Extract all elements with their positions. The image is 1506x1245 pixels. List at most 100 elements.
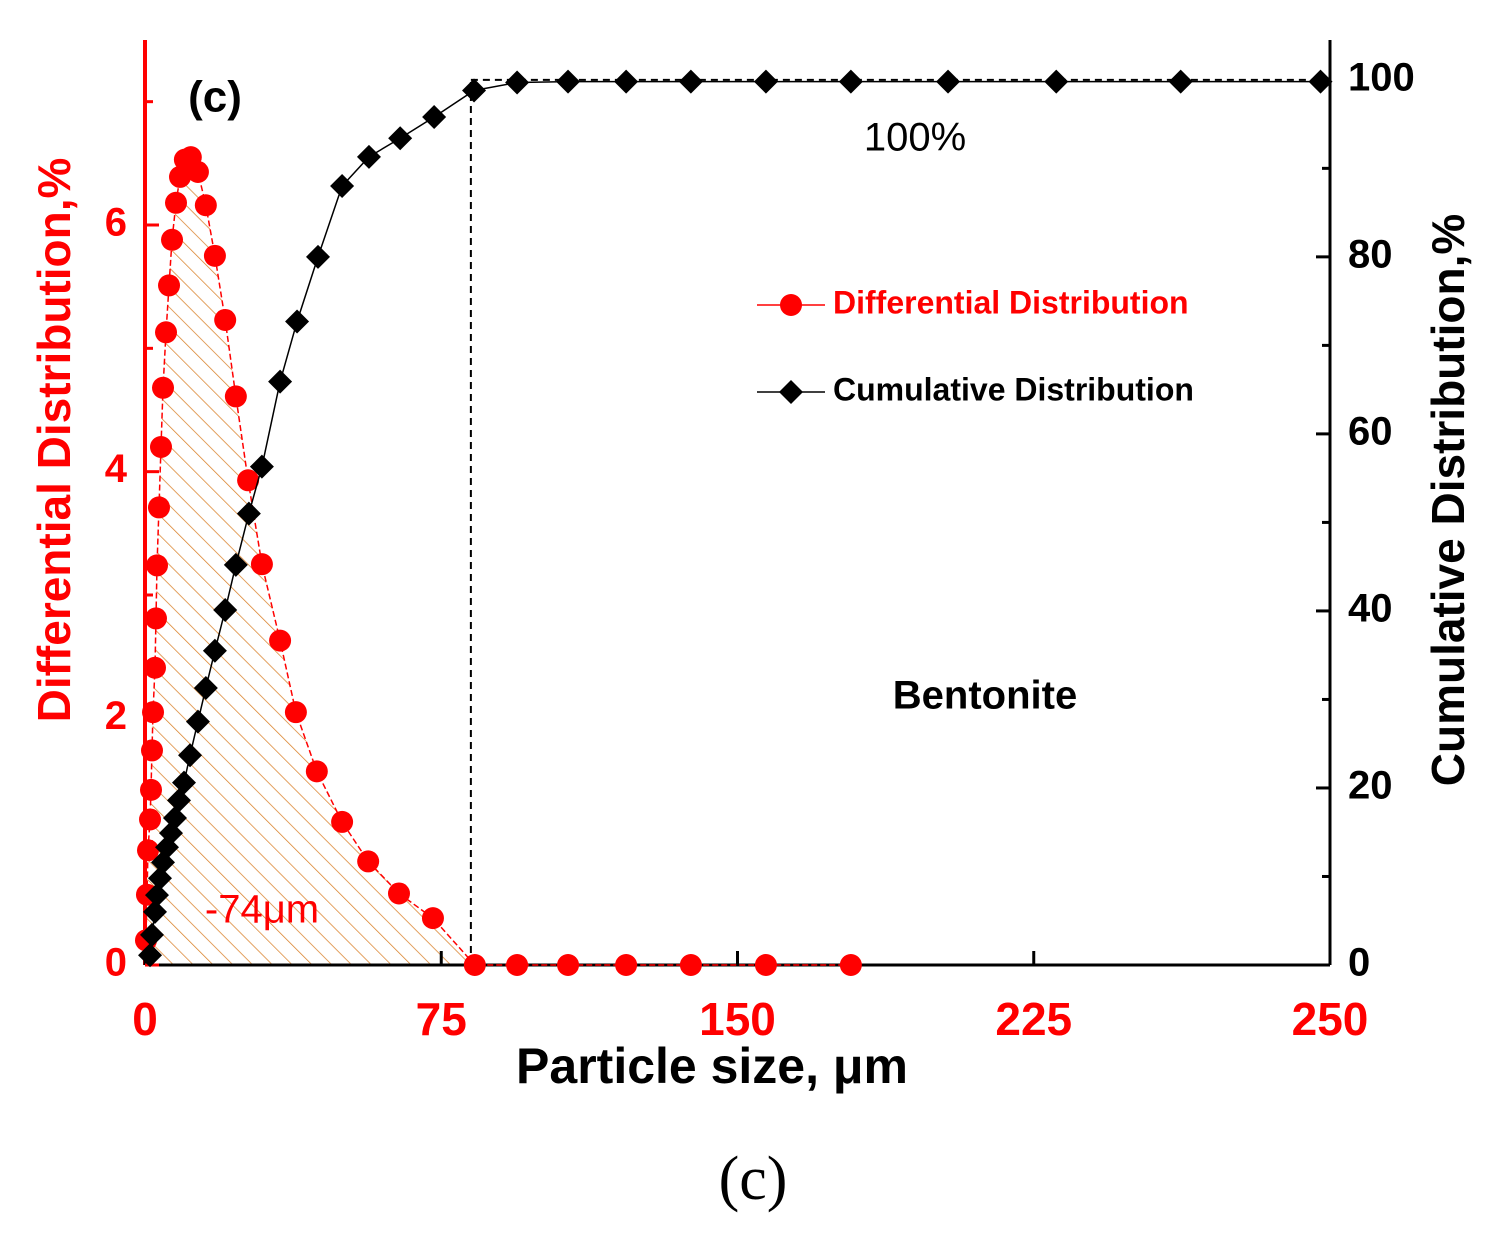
point <box>224 385 247 408</box>
point <box>839 954 862 976</box>
x-tick-label: 75 <box>416 993 467 1045</box>
y2-tick-label: 20 <box>1348 764 1393 808</box>
point <box>236 501 261 526</box>
point <box>387 882 410 905</box>
point <box>679 954 702 976</box>
point <box>171 770 196 795</box>
point <box>178 743 203 768</box>
point <box>144 607 167 630</box>
x-tick-label: 150 <box>699 993 776 1045</box>
legend-marker <box>780 294 802 316</box>
point <box>356 144 381 169</box>
y2-tick-label: 80 <box>1348 232 1393 276</box>
point <box>203 244 226 267</box>
point <box>614 69 639 94</box>
point <box>331 810 354 833</box>
y-tick-label: 2 <box>105 694 127 738</box>
point <box>268 369 293 394</box>
point <box>678 69 703 94</box>
point <box>285 309 310 334</box>
point <box>143 656 166 679</box>
x-tick-label: 225 <box>995 993 1072 1045</box>
point <box>357 850 380 873</box>
point <box>1308 69 1333 94</box>
point <box>753 69 778 94</box>
point <box>422 105 447 130</box>
point <box>250 553 273 576</box>
y2-tick-label: 60 <box>1348 409 1393 453</box>
point <box>936 69 961 94</box>
point <box>167 788 192 813</box>
point <box>1044 69 1069 94</box>
annotation: Bentonite <box>893 674 1077 718</box>
point <box>223 552 248 577</box>
point <box>214 308 237 331</box>
point <box>249 454 274 479</box>
point <box>556 69 581 94</box>
point <box>139 808 162 831</box>
y2-tick-label: 40 <box>1348 586 1393 630</box>
annotation: 100% <box>864 116 966 160</box>
point <box>142 701 165 724</box>
point <box>202 638 227 663</box>
point <box>213 598 238 623</box>
point <box>463 954 486 976</box>
legend-label: Cumulative Distribution <box>833 371 1194 407</box>
point <box>185 709 210 734</box>
point <box>140 778 163 801</box>
legend-marker <box>779 380 803 404</box>
point <box>237 469 260 492</box>
point <box>505 70 530 95</box>
x-tick-label: 0 <box>132 993 158 1045</box>
y2-tick-label: 100 <box>1348 55 1415 99</box>
y-tick-label: 0 <box>105 941 127 985</box>
point <box>305 760 328 783</box>
point <box>162 806 187 831</box>
point <box>306 244 331 269</box>
point <box>269 629 292 652</box>
x-axis-label: Particle size, μm <box>516 1038 908 1094</box>
point <box>148 866 173 891</box>
point <box>142 899 167 924</box>
point <box>138 943 163 968</box>
point <box>186 160 209 183</box>
panel-label: (c) <box>188 73 242 122</box>
point <box>421 907 444 930</box>
point <box>149 436 172 458</box>
point <box>615 954 638 976</box>
point <box>137 839 160 862</box>
point <box>155 321 178 344</box>
point <box>506 954 529 976</box>
point <box>168 165 191 188</box>
point <box>140 739 163 762</box>
point <box>1168 69 1193 94</box>
point <box>165 191 188 214</box>
point <box>139 922 164 947</box>
point <box>557 954 580 976</box>
point <box>145 883 170 908</box>
point <box>193 675 218 700</box>
y-tick-label: 4 <box>105 447 128 491</box>
point <box>194 194 217 217</box>
point <box>147 496 170 519</box>
point <box>146 554 169 577</box>
legend-label: Differential Distribution <box>833 284 1189 320</box>
annotation: -74μm <box>205 888 319 932</box>
point <box>754 954 777 976</box>
x-tick-label: 250 <box>1292 993 1369 1045</box>
hatched-area <box>145 157 475 965</box>
point <box>388 126 413 151</box>
point <box>161 228 184 251</box>
point <box>462 78 487 103</box>
point <box>152 376 175 399</box>
point <box>158 274 181 297</box>
y2-tick-label: 0 <box>1348 941 1370 985</box>
y-axis-label: Differential Distribution,% <box>28 158 80 723</box>
point <box>284 701 307 724</box>
y-tick-label: 6 <box>105 201 127 245</box>
point <box>330 174 355 199</box>
area-layer <box>145 78 1330 965</box>
caption: (c) <box>719 1145 788 1213</box>
y2-axis-label: Cumulative Distribution,% <box>1422 214 1474 786</box>
